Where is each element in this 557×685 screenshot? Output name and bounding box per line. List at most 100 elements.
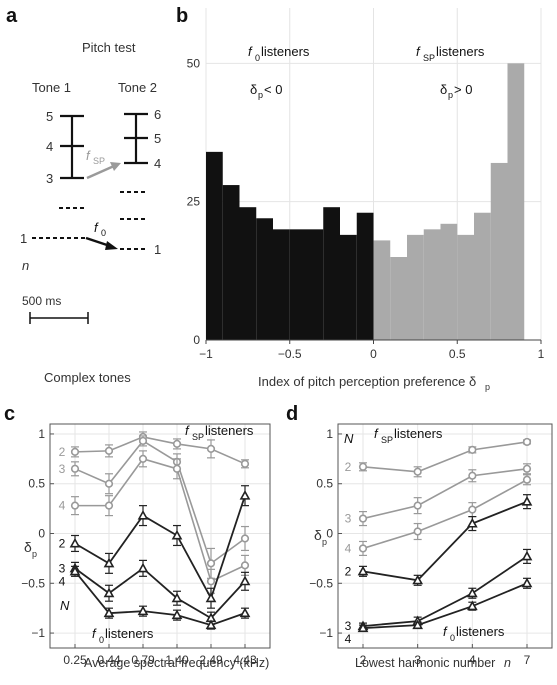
series-fsp-2: 2 [345,437,532,478]
series-line [362,468,528,520]
tone1-harmonic-5: 5 [46,109,53,124]
pitch-test-title: Pitch test [82,40,136,55]
y-tick-label: −0.5 [21,576,45,590]
tone2-harmonic-6: 6 [154,107,161,122]
y-tick-label: 0 [193,333,200,347]
data-point-circle [358,544,368,553]
data-point-triangle [103,587,115,598]
data-point-triangle [171,592,183,603]
series-line [74,567,246,620]
series-f0-4: 4 [59,565,251,630]
series-label: 3 [345,512,352,526]
y-tick-label: −1 [319,626,333,640]
histogram-bar [507,63,525,340]
panel-a: a Pitch test Tone 1 Tone 2 5 4 3 1 6 5 [6,5,161,385]
data-point-triangle [466,600,478,611]
data-point-circle [240,459,250,468]
histogram-x-axis-label-sub: p [485,382,490,392]
panel-c-label: c [4,403,15,425]
data-point-circle [468,445,477,454]
f0-group-title-rest: listeners [261,44,310,59]
y-tick-label: −0.5 [309,576,333,590]
tone1-harmonic-3: 3 [46,171,53,186]
d-fsp-listeners: f [374,426,379,441]
series-line [362,500,528,582]
f0-condition-sub: p [258,90,263,100]
d-f0-listeners-sub: 0 [450,633,455,643]
d-x-axis-label-n: n [504,656,511,670]
x-tick-label: 1 [538,347,545,361]
histogram-bar [474,212,491,340]
data-point-triangle [171,529,183,540]
series-label: 4 [345,632,352,646]
data-point-triangle [171,609,183,620]
fsp-group-title-rest: listeners [436,44,485,59]
histogram-bar [256,218,273,340]
data-point-triangle [521,550,533,561]
series-line [74,436,246,465]
data-point-circle [358,514,368,523]
y-tick-label: 0.5 [28,477,45,491]
panel-b: b −1 −0.5 0 0.5 1 0 25 50 f 0 listeners δ p < 0… [176,5,545,392]
histogram-bar [490,162,508,340]
histogram-ticks: −1 −0.5 0 0.5 1 0 25 50 [187,56,545,361]
data-point-circle [240,561,250,570]
f0-group-title-sub: 0 [255,53,260,63]
x-tick-label: 0.44 [97,653,121,667]
data-point-triangle [357,622,369,633]
data-point-triangle [466,587,478,598]
histogram-bar [273,229,290,340]
series-f0-4: 4 [345,577,533,646]
histogram-bar [340,234,357,340]
fsp-group-title-sub: SP [423,53,435,63]
c-f0-listeners-rest: listeners [105,626,154,641]
histogram-bar [373,240,391,340]
fsp-condition: δ [440,82,447,97]
series-label: 2 [59,445,66,459]
c-x-axis-label: Average spectral frequency (kHz) [84,656,269,670]
y-tick-label: 1 [326,427,333,441]
data-point-triangle [69,565,81,576]
tone1-stack [32,114,85,239]
x-tick-label: 2.49 [199,653,223,667]
y-tick-label: 25 [187,195,201,209]
series-f0-3: 3 [345,548,533,633]
fsp-condition-rest: > 0 [454,82,472,97]
series-label: 3 [59,462,66,476]
panel-a-label: a [6,5,18,27]
d-y-axis-label: δ [314,527,322,543]
data-point-circle [468,471,477,480]
f0-arrow-label-sub: 0 [101,228,106,238]
data-point-triangle [412,574,424,585]
histogram-bar [407,234,424,340]
data-point-triangle [69,537,81,548]
series-line [75,457,246,583]
harmonic-n-label: n [22,258,29,273]
data-point-circle [358,462,368,471]
data-point-circle [138,436,148,446]
data-point-circle [138,454,148,463]
c-fsp-listeners-sub: SP [192,432,204,442]
series-fsp-3: 3 [59,435,250,579]
tone2-harmonic-5: 5 [154,131,161,146]
series-fsp-2: 2 [59,431,250,469]
data-point-circle [104,501,114,510]
data-point-triangle [521,496,533,506]
x-tick-label: 4 [469,653,476,667]
c-f0-listeners: f [92,626,97,641]
scale-bar [29,312,89,324]
series-line [74,570,246,627]
data-point-triangle [205,592,217,603]
series-line [362,582,528,629]
c-f0-listeners-sub: 0 [99,635,104,645]
y-tick-label: 0 [326,527,333,541]
data-point-circle [468,505,477,514]
x-tick-label: 0.5 [449,347,466,361]
histogram-bar [206,151,223,340]
x-tick-label: 1.40 [165,653,189,667]
panel-d-label: d [286,403,298,425]
plot-frame [337,423,553,649]
plot-frame [49,423,271,649]
data-point-circle [206,559,216,568]
